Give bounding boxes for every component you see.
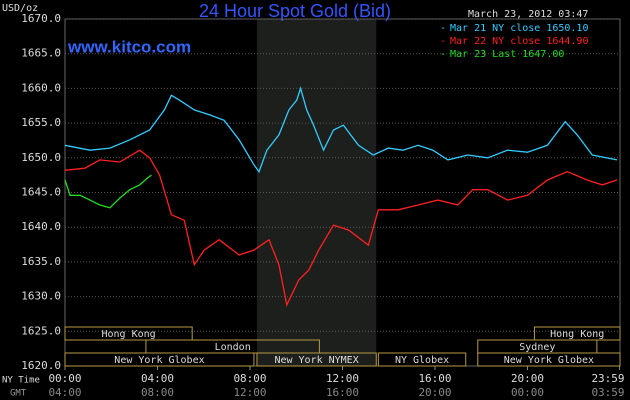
session-label: New York Globex <box>504 355 594 366</box>
y-tick-label: 1670.0 <box>21 12 61 25</box>
x-tick-label: 12:00 <box>326 372 359 385</box>
x2-tick-label: 03:59 <box>591 386 624 399</box>
y-tick-label: 1655.0 <box>21 116 61 129</box>
timestamp: March 23, 2012 03:47 <box>468 9 588 20</box>
x2-tick-label: 16:00 <box>326 386 359 399</box>
session-label: Hong Kong <box>102 329 156 340</box>
x-tick-label: 00:00 <box>48 372 81 385</box>
y-tick-label: 1640.0 <box>21 220 61 233</box>
session-box <box>64 326 193 341</box>
x2-tick-label: 04:00 <box>48 386 81 399</box>
session-box <box>377 352 467 367</box>
x2-tick-label: 08:00 <box>141 386 174 399</box>
session-label: New York NYMEX <box>274 355 358 366</box>
y-tick-label: 1650.0 <box>21 151 61 164</box>
y-tick-label: 1665.0 <box>21 47 61 60</box>
x-axis-label: NY Time <box>2 376 40 386</box>
session-box <box>477 352 621 367</box>
y-tick-label: 1645.0 <box>21 186 61 199</box>
x2-axis-label: GMT <box>10 389 27 399</box>
session-label: Hong Kong <box>550 329 604 340</box>
y-tick-label: 1635.0 <box>21 255 61 268</box>
x-tick-label: 20:00 <box>511 372 544 385</box>
session-box <box>256 352 377 367</box>
price-line <box>64 149 618 307</box>
session-label: New York Globex <box>114 355 204 366</box>
legend-entry: Mar 21 NY close 1650.10 <box>450 23 588 34</box>
legend-entry: Mar 23 Last 1647.00 <box>450 49 564 60</box>
price-line <box>64 86 618 174</box>
legend-entry: Mar 22 NY close 1644.90 <box>450 36 588 47</box>
legend-marker: - <box>440 36 446 47</box>
y-tick-label: 1625.0 <box>21 324 61 337</box>
x2-tick-label: 20:00 <box>418 386 451 399</box>
session-box <box>64 352 255 367</box>
session-label: Sydney <box>519 342 555 353</box>
legend-marker: - <box>440 23 446 34</box>
x-tick-label: 23:59 <box>591 372 624 385</box>
y-tick-label: 1660.0 <box>21 81 61 94</box>
x2-tick-label: 00:00 <box>511 386 544 399</box>
y-tick-label: 1630.0 <box>21 290 61 303</box>
session-label: NY Globex <box>395 355 449 366</box>
x-tick-label: 04:00 <box>141 372 174 385</box>
legend-marker: - <box>440 49 446 60</box>
chart-title: 24 Hour Spot Gold (Bid) <box>199 1 391 21</box>
x-tick-label: 16:00 <box>418 372 451 385</box>
site-label: www.kitco.com <box>67 37 191 56</box>
price-line <box>64 174 152 209</box>
x-tick-label: 08:00 <box>233 372 266 385</box>
y-tick-label: 1620.0 <box>21 359 61 372</box>
session-label: London <box>215 342 251 353</box>
x2-tick-label: 12:00 <box>233 386 266 399</box>
unit-label: USD/oz <box>2 3 38 14</box>
session-shade <box>256 19 377 366</box>
